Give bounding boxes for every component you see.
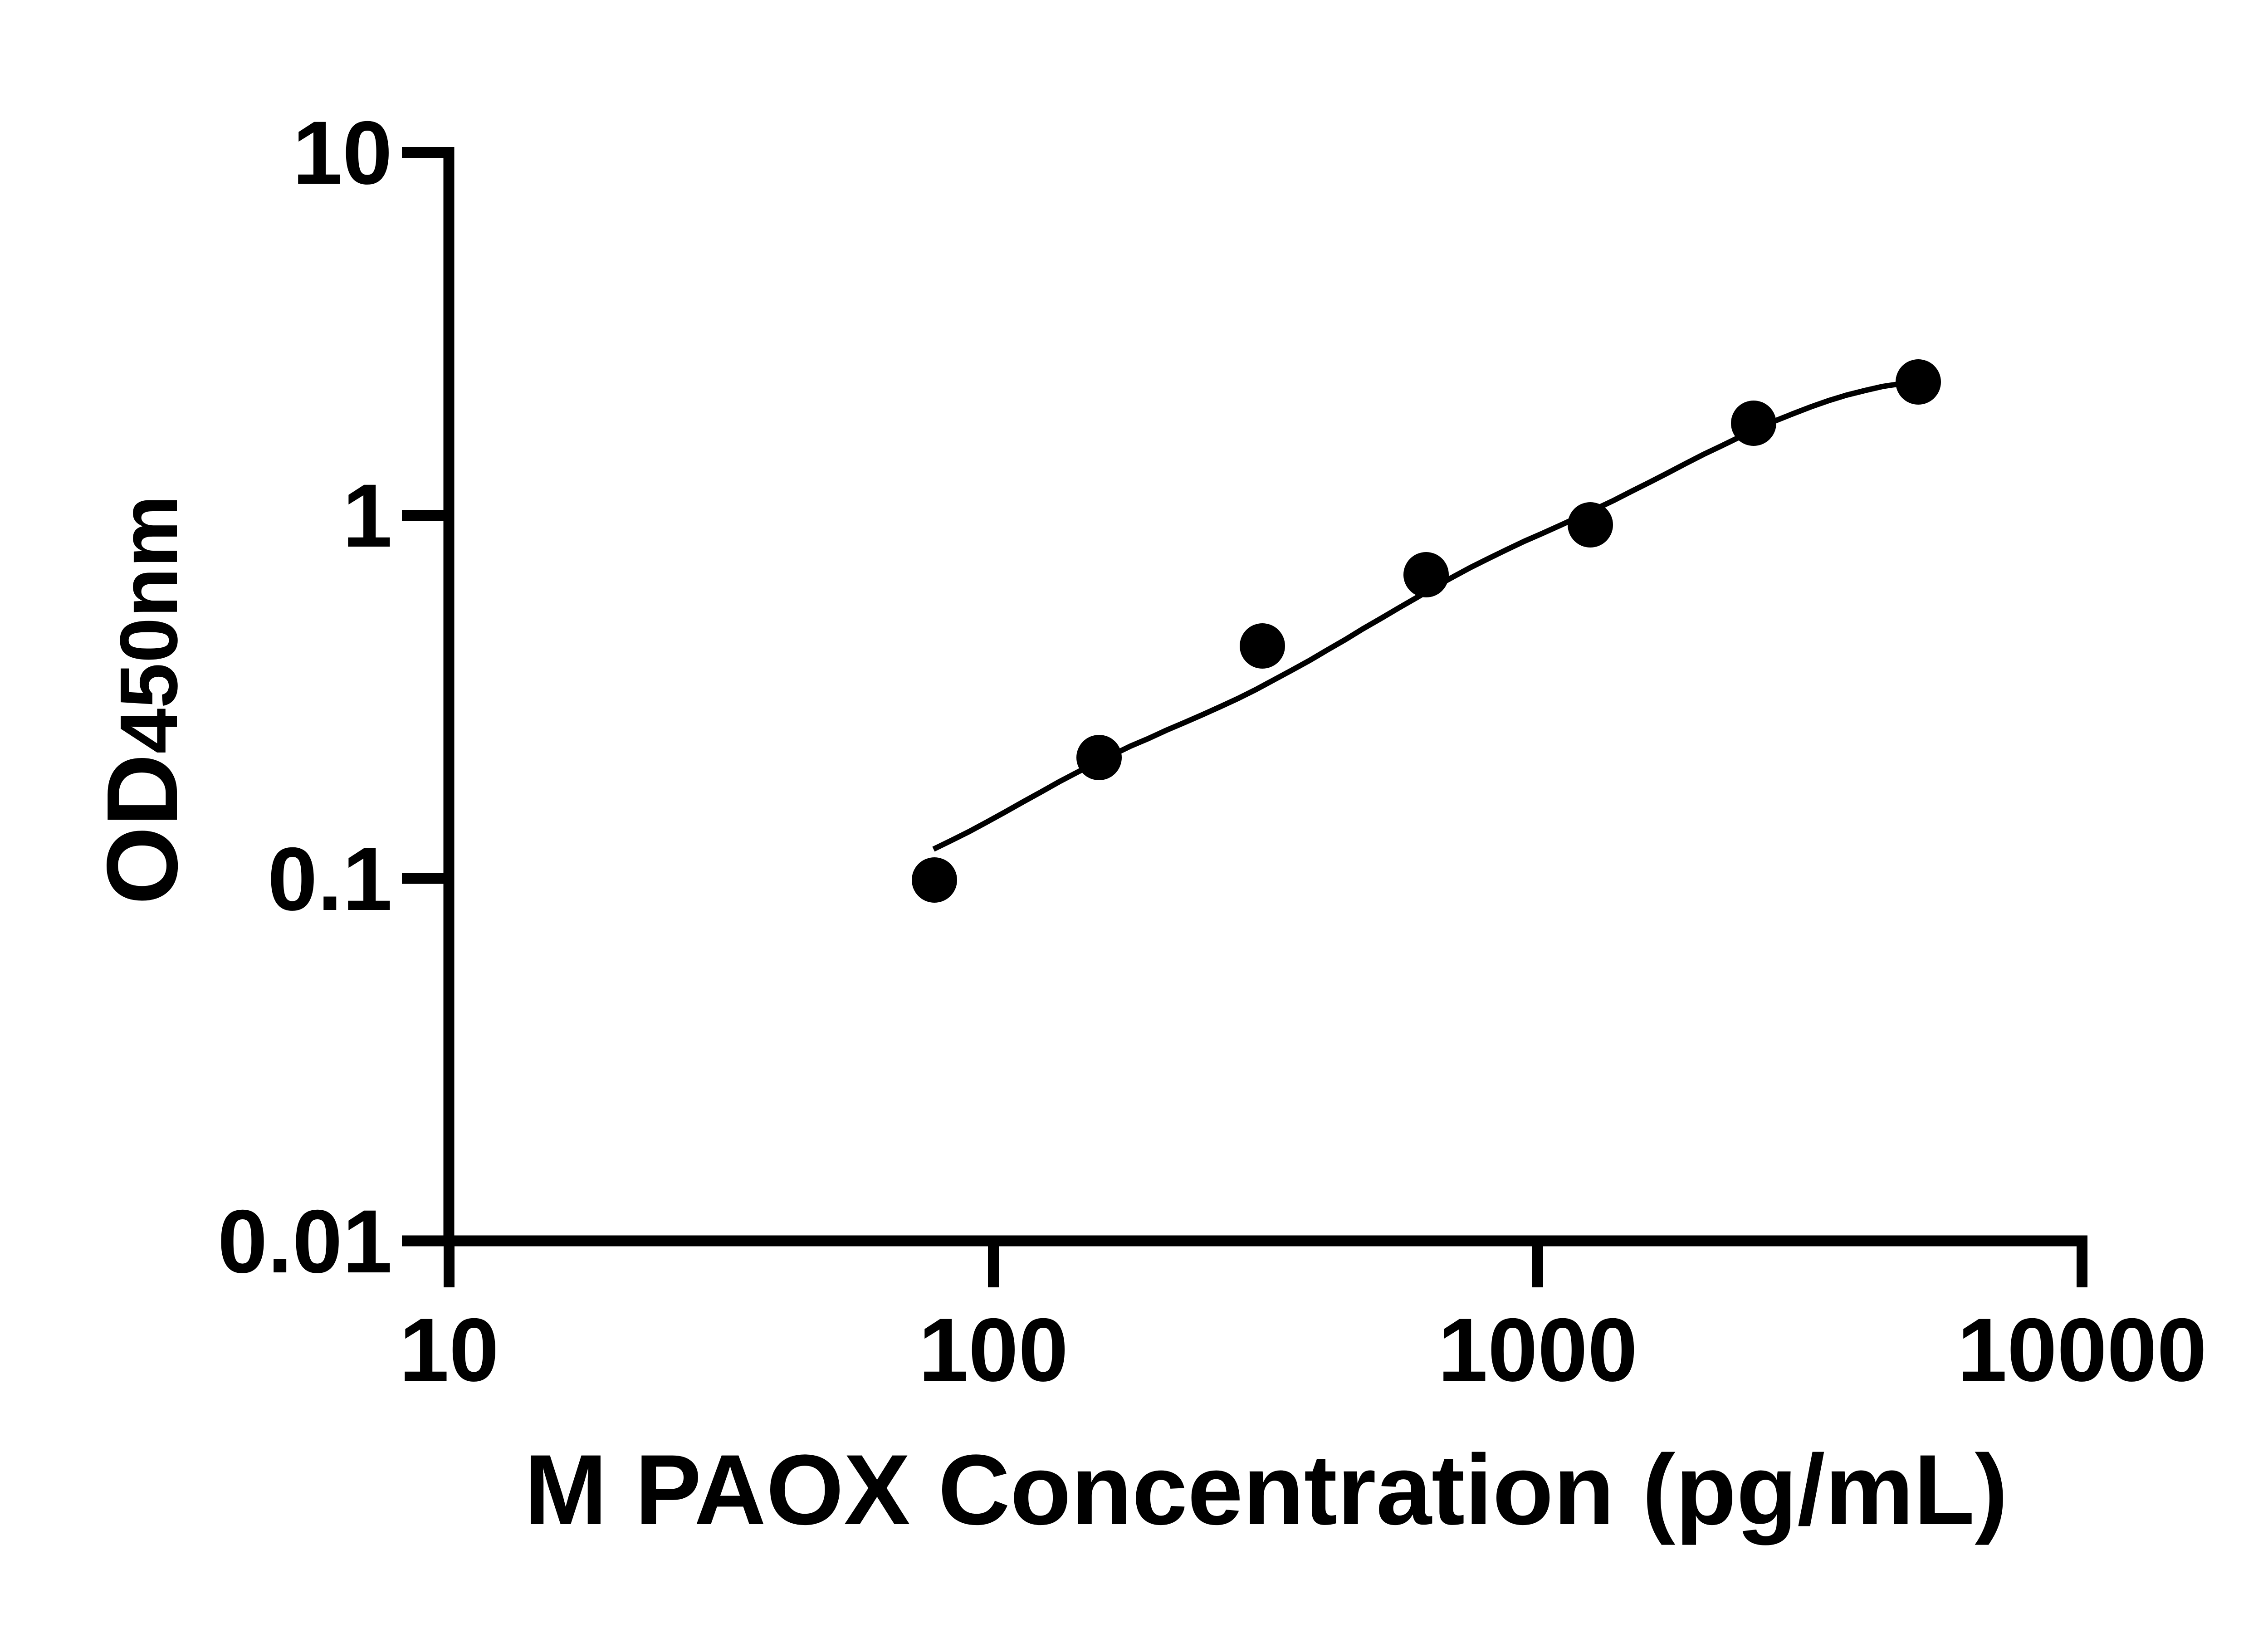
svg-text:0.01: 0.01: [218, 1191, 392, 1291]
svg-text:1000: 1000: [1438, 1300, 1637, 1400]
svg-text:M PAOX Concentration (pg/mL): M PAOX Concentration (pg/mL): [524, 1434, 2008, 1545]
svg-text:10: 10: [293, 103, 392, 203]
svg-text:10000: 10000: [1957, 1300, 2207, 1400]
svg-text:10: 10: [399, 1300, 499, 1400]
svg-text:1: 1: [342, 465, 392, 566]
svg-text:100: 100: [919, 1300, 1068, 1400]
svg-text:OD450nm: OD450nm: [86, 495, 199, 905]
svg-text:0.1: 0.1: [268, 829, 392, 929]
